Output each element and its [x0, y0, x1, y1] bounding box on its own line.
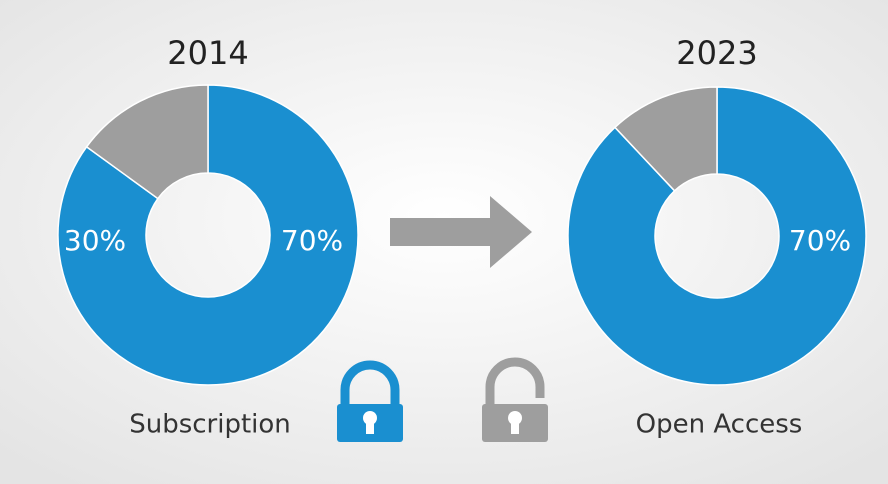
chart-label: Subscription: [129, 410, 291, 440]
chart-title: 2023: [676, 34, 757, 72]
donut-segment: [85, 84, 209, 200]
annotation: 70%: [281, 224, 343, 257]
donut-segment: [57, 84, 359, 386]
lock-open: [482, 357, 548, 442]
donut-segment: [613, 86, 718, 192]
arrow: [390, 196, 532, 268]
chart-title: 2014: [167, 34, 248, 72]
chart-label: Open Access: [636, 410, 803, 440]
annotation: 70%: [789, 224, 851, 257]
lock-closed: [337, 360, 403, 442]
annotation: 30%: [64, 224, 126, 257]
donut-segment: [567, 86, 867, 386]
